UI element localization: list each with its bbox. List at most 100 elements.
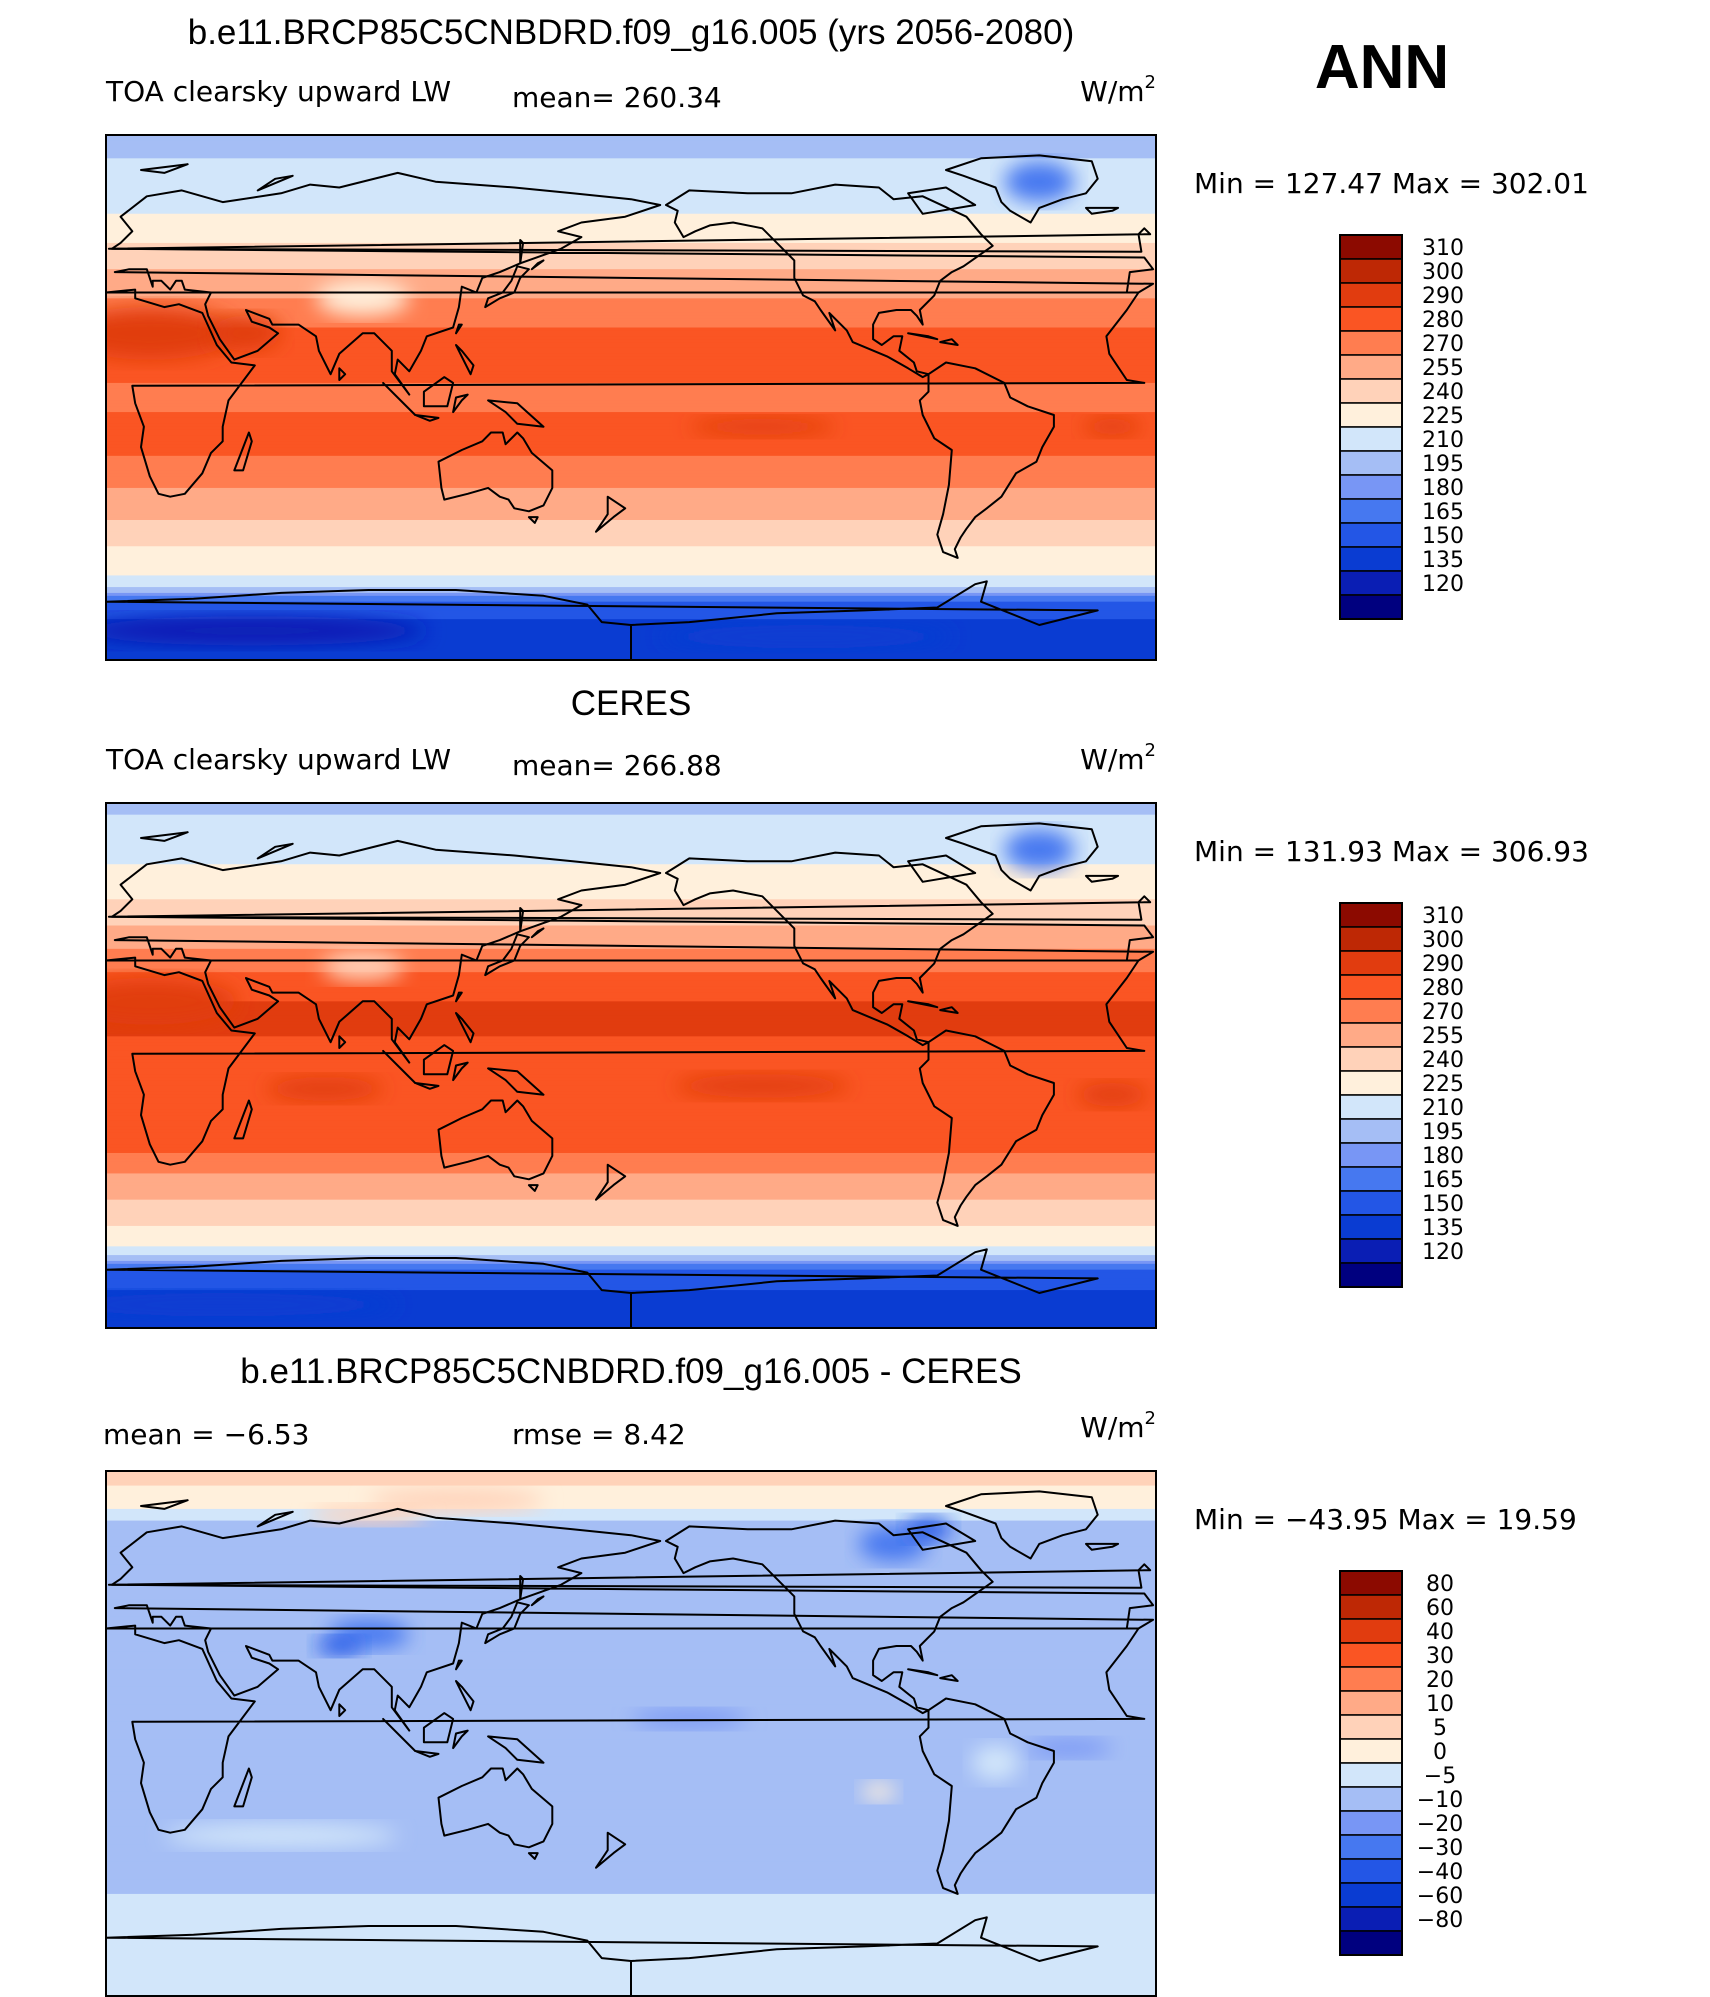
zonal-band: [106, 1132, 1156, 1137]
coastline-new-guinea: [487, 1067, 545, 1096]
coastline-cuba: [907, 332, 939, 341]
zonal-band: [106, 1535, 1156, 1539]
zonal-band: [106, 1517, 1156, 1522]
zonal-band: [106, 998, 1156, 1002]
zonal-band: [106, 1065, 1156, 1070]
colorbar-tick-label: 20: [1426, 1668, 1454, 1693]
zonal-band: [106, 557, 1156, 562]
coastline-hokkaido-kurils: [530, 1595, 545, 1607]
coastline-north-america: [665, 851, 994, 1047]
zonal-band: [106, 1164, 1156, 1169]
coastline-hispaniola: [939, 338, 959, 346]
zonal-band: [106, 409, 1156, 413]
zonal-band: [106, 1891, 1156, 1895]
colorbar-tick-label: 150: [1422, 1192, 1464, 1217]
zonal-band: [106, 1631, 1156, 1635]
zonal-band: [106, 566, 1156, 571]
zonal-band: [106, 222, 1156, 227]
zonal-band: [106, 1258, 1156, 1262]
colorbar-swatch: [1339, 1142, 1403, 1168]
zonal-band: [106, 1663, 1156, 1668]
zonal-band: [106, 595, 1156, 600]
zonal-band: [106, 1123, 1156, 1128]
zonal-band: [106, 1567, 1156, 1571]
zonal-band: [106, 1850, 1156, 1854]
zonal-band: [106, 1695, 1156, 1700]
colorbar-swatch: [1339, 1618, 1403, 1644]
zonal-band: [106, 502, 1156, 507]
zonal-band: [106, 461, 1156, 466]
coastline-north-america: [665, 1519, 994, 1715]
zonal-band: [106, 1748, 1156, 1752]
zonal-band: [106, 371, 1156, 375]
zonal-band: [106, 928, 1156, 932]
zonal-band: [106, 957, 1156, 962]
zonal-band: [106, 149, 1156, 154]
zonal-band: [106, 1488, 1156, 1493]
colorbar-swatch: [1339, 1738, 1403, 1764]
coastline-novaya-zemlya: [256, 842, 294, 860]
coastline-greenland: [945, 822, 1099, 892]
zonal-band: [106, 1809, 1156, 1813]
zonal-band: [106, 1573, 1156, 1577]
anomaly-pacific-warm: [689, 417, 836, 436]
zonal-band: [106, 1710, 1156, 1714]
coastline-java: [414, 414, 440, 422]
zonal-band: [106, 1199, 1156, 1204]
zonal-band: [106, 1278, 1156, 1282]
zonal-band: [106, 330, 1156, 334]
zonal-band: [106, 1473, 1156, 1478]
zonal-band: [106, 1593, 1156, 1598]
zonal-band: [106, 1511, 1156, 1516]
colorbar-frame: [1339, 234, 1403, 620]
panel-diff-map: [106, 1471, 1156, 1996]
coastline-new-zealand: [595, 1163, 627, 1201]
zonal-band: [106, 811, 1156, 816]
colorbar-swatch: [1339, 1070, 1403, 1096]
zonal-band: [106, 137, 1156, 142]
zonal-band: [106, 1742, 1156, 1746]
zonal-band: [106, 1803, 1156, 1808]
coastline-antarctica: [106, 580, 1099, 660]
panel-model-variable: TOA clearsky upward LW: [105, 75, 451, 108]
zonal-band: [106, 426, 1156, 431]
zonal-band: [106, 1240, 1156, 1245]
panel-obs-variable: TOA clearsky upward LW: [105, 743, 451, 776]
zonal-band: [106, 572, 1156, 577]
zonal-band: [106, 438, 1156, 442]
zonal-band: [106, 158, 1156, 162]
zonal-band: [106, 1926, 1156, 1930]
coastline-greenland: [945, 1490, 1099, 1560]
zonal-band: [106, 1596, 1156, 1600]
anomaly-antarctic-core: [106, 616, 427, 646]
coastline-sri-lanka: [338, 367, 347, 381]
zonal-band: [106, 616, 1156, 620]
coastline-eurasia: [110, 839, 1155, 1064]
colorbar-tick-label: 150: [1422, 524, 1464, 549]
zonal-band: [106, 960, 1156, 965]
zonal-band: [106, 1155, 1156, 1160]
zonal-band: [106, 1870, 1156, 1875]
zonal-band: [106, 362, 1156, 367]
zonal-band: [106, 555, 1156, 559]
anomaly-tibet-cold: [321, 951, 404, 981]
zonal-band: [106, 476, 1156, 480]
zonal-band: [106, 1821, 1156, 1825]
coastline-novaya-zemlya: [256, 1510, 294, 1528]
zonal-band: [106, 1643, 1156, 1647]
coastline-taiwan: [455, 323, 463, 335]
zonal-band: [106, 1917, 1156, 1921]
zonal-band: [106, 1856, 1156, 1860]
zonal-band: [106, 945, 1156, 950]
zonal-band: [106, 1217, 1156, 1221]
panel-diff-coastlines: [106, 1490, 1155, 1996]
colorbar-swatch: [1339, 1046, 1403, 1072]
zonal-band: [106, 1765, 1156, 1770]
zonal-band: [106, 1246, 1156, 1250]
colorbar-tick-label: 310: [1422, 904, 1464, 929]
zonal-band: [106, 531, 1156, 536]
anomaly-se-pac-warm: [861, 1783, 897, 1801]
zonal-band: [106, 1713, 1156, 1717]
zonal-band: [106, 1692, 1156, 1697]
panel-model-mean: mean= 260.34: [512, 81, 722, 114]
